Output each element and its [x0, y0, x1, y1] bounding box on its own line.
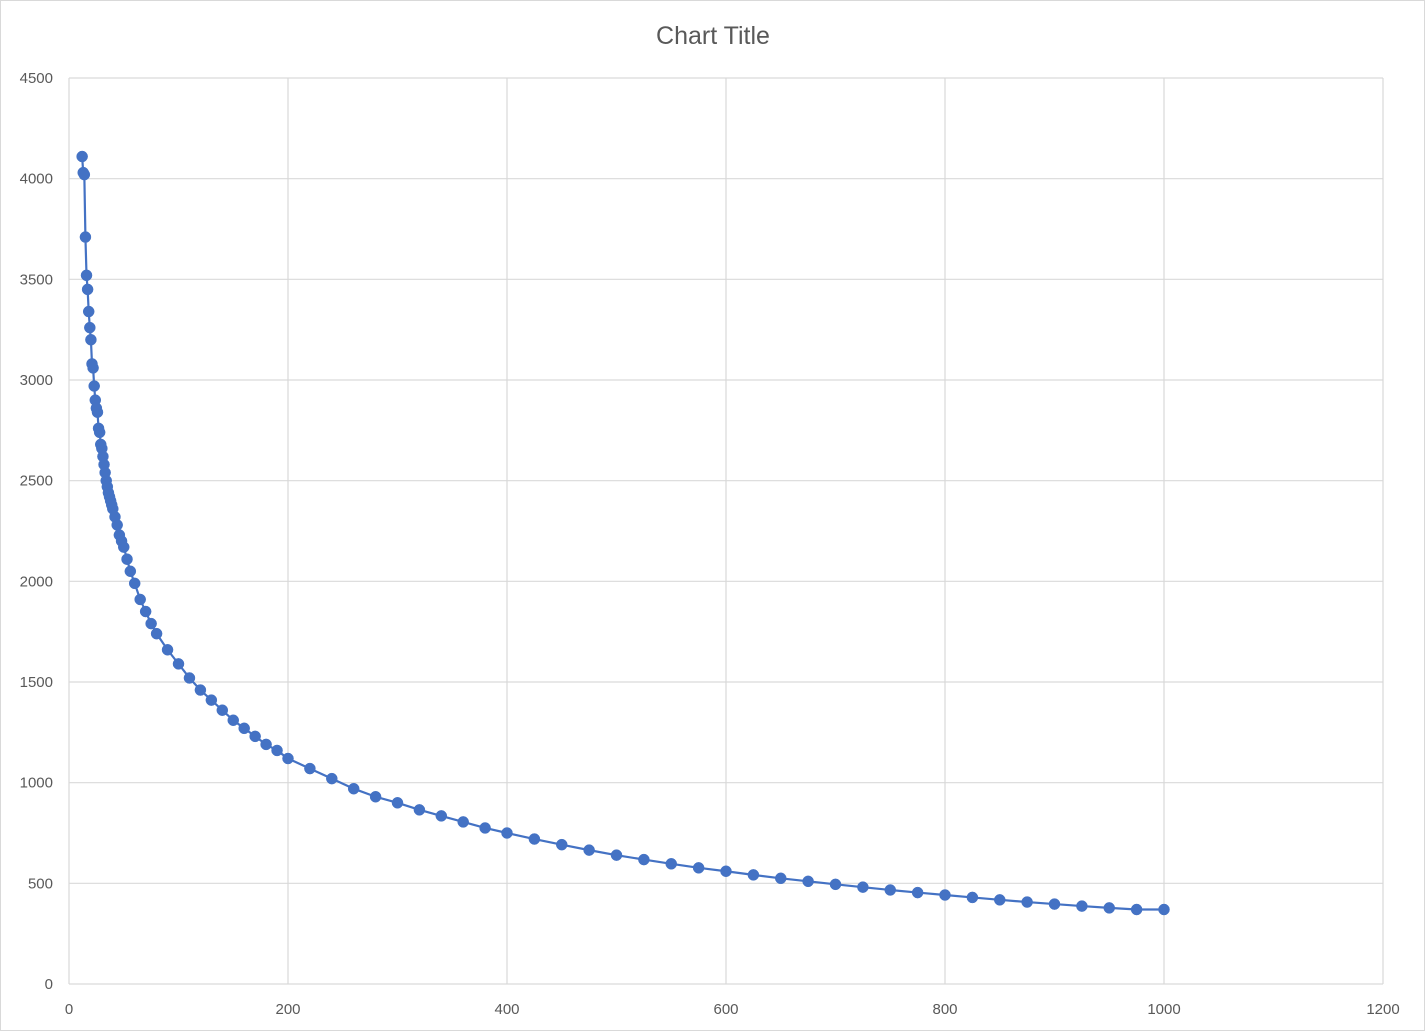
data-point [216, 704, 229, 716]
data-point [775, 872, 787, 885]
data-point [347, 782, 360, 795]
data-point [720, 865, 732, 877]
data-point [556, 838, 568, 851]
data-point [1103, 902, 1115, 914]
data-point [93, 426, 106, 439]
data-point [326, 772, 338, 785]
data-point [145, 617, 157, 630]
series-layer [76, 150, 1170, 916]
data-point [238, 722, 250, 735]
data-point [88, 380, 100, 392]
y-tick-label: 2500 [20, 473, 53, 490]
y-tick-label: 4000 [20, 171, 53, 188]
data-point [282, 752, 294, 765]
data-point [391, 797, 404, 809]
data-point [85, 333, 97, 346]
data-point [884, 884, 896, 896]
x-tick-label: 0 [65, 1001, 73, 1018]
data-point [665, 858, 677, 870]
data-point [76, 150, 88, 163]
data-point [80, 269, 93, 282]
data-point [1021, 896, 1033, 908]
data-point [857, 881, 869, 893]
data-point [79, 231, 92, 243]
data-point [134, 593, 146, 606]
data-point [111, 519, 123, 531]
data-point [124, 565, 137, 578]
data-point [1076, 900, 1088, 912]
data-point [118, 541, 130, 553]
data-point [260, 738, 272, 751]
data-point [1048, 898, 1061, 910]
x-tick-label: 400 [494, 1001, 519, 1018]
data-point [183, 672, 196, 684]
data-point [150, 627, 163, 640]
data-point [369, 791, 382, 803]
axis-labels-layer: 0 500 1000 1500 2000 2500 3000 3500 4000 4500 0 200… [20, 70, 1400, 1018]
data-point [271, 744, 283, 757]
data-point [87, 362, 99, 374]
data-point [939, 889, 951, 901]
series-group [76, 150, 1170, 916]
y-tick-label: 3500 [20, 271, 53, 288]
data-point [82, 305, 95, 318]
data-point [249, 730, 261, 743]
data-point [501, 827, 513, 839]
data-point [435, 810, 448, 822]
data-point [78, 168, 91, 181]
y-tick-label: 3000 [20, 372, 53, 389]
chart-title: Chart Title [656, 22, 770, 50]
data-point [479, 822, 491, 834]
x-tick-label: 1200 [1366, 1001, 1399, 1018]
data-point [610, 849, 623, 861]
data-point [994, 894, 1006, 906]
data-point [966, 891, 979, 904]
data-point [304, 762, 316, 775]
x-tick-label: 600 [713, 1001, 738, 1018]
data-point [84, 321, 96, 334]
series-line [81, 156, 1164, 911]
y-tick-label: 0 [45, 976, 53, 993]
data-point [802, 875, 814, 888]
data-point [161, 644, 174, 656]
data-point [457, 816, 469, 828]
data-point [139, 605, 152, 618]
data-point [747, 869, 760, 881]
data-point [172, 658, 185, 670]
x-tick-label: 800 [932, 1001, 957, 1018]
data-point [1130, 903, 1143, 916]
data-point [91, 406, 104, 418]
data-point [205, 694, 218, 706]
data-point [227, 714, 239, 726]
data-point [911, 886, 924, 899]
data-point [121, 553, 133, 565]
data-point [128, 577, 141, 590]
y-tick-label: 1500 [20, 674, 53, 691]
data-point [81, 283, 94, 296]
data-point [528, 833, 541, 845]
data-point [692, 862, 705, 874]
grid-layer [68, 77, 1384, 985]
x-tick-label: 200 [275, 1001, 300, 1018]
y-tick-label: 1000 [20, 775, 53, 792]
data-point [413, 804, 426, 816]
data-point [829, 878, 842, 891]
data-point [194, 684, 207, 696]
y-tick-label: 4500 [20, 70, 53, 87]
data-point [583, 844, 595, 856]
y-tick-label: 2000 [20, 573, 53, 590]
data-point [1158, 903, 1170, 916]
data-point [638, 853, 650, 866]
x-tick-label: 1000 [1147, 1001, 1180, 1018]
y-tick-label: 500 [28, 875, 53, 892]
